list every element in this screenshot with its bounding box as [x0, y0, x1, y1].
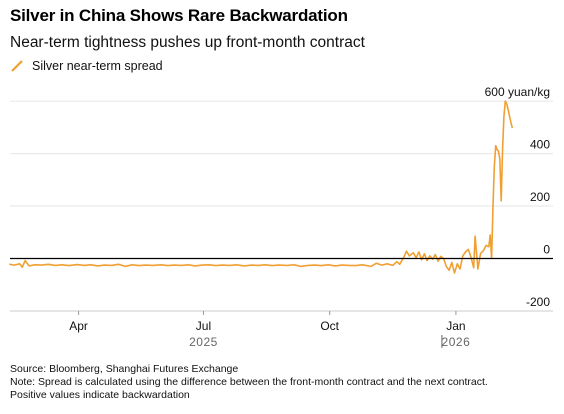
y-tick-label-200: 200 [530, 190, 550, 204]
x-tick-label-oct: Oct [320, 319, 339, 333]
y-tick-label--200: -200 [526, 295, 550, 309]
legend-swatch-icon [11, 60, 23, 72]
legend-label: Silver near-term spread [32, 59, 163, 73]
chart-footer: Source: Bloomberg, Shanghai Futures Exch… [10, 363, 488, 402]
chart-title: Silver in China Shows Rare Backwardation [10, 6, 348, 25]
y-tick-label-400: 400 [530, 138, 550, 152]
x-tick-label-jul: Jul [196, 319, 211, 333]
chart-subtitle: Near-term tightness pushes up front-mont… [10, 34, 365, 51]
spread-line-chart: Apr Jul Oct Jan 2025 2026 -200 0 200 400 600 yuan/… [9, 85, 553, 349]
x-tick-label-apr: Apr [69, 319, 88, 333]
methodology-note-2: Positive values indicate backwardation [10, 389, 190, 401]
series-line-0 [9, 100, 513, 274]
y-tick-label-600: 600 yuan/kg [485, 85, 550, 99]
y-tick-label-0: 0 [543, 243, 550, 257]
x-tick-label-jan: Jan [446, 319, 465, 333]
methodology-note: Note: Spread is calculated using the dif… [10, 376, 488, 388]
year-label-2025: 2025 [189, 335, 218, 349]
source-note: Source: Bloomberg, Shanghai Futures Exch… [10, 363, 239, 375]
legend-swatch-line [11, 60, 23, 72]
year-label-2026: 2026 [442, 335, 471, 349]
chart-legend: Silver near-term spread [10, 59, 163, 73]
